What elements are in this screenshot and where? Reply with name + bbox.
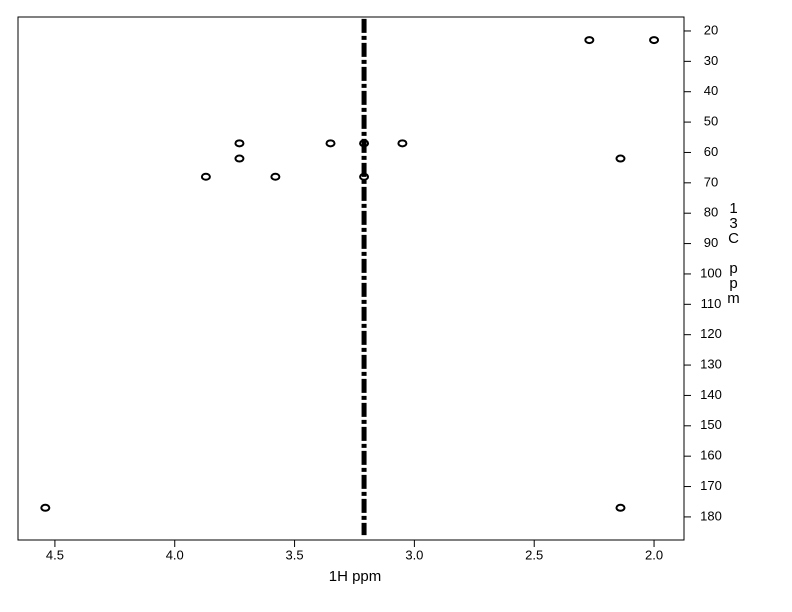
peak — [325, 139, 336, 148]
peak — [649, 36, 660, 45]
y-tick-label: 60 — [704, 144, 718, 159]
x-tick-label: 3.0 — [405, 547, 423, 562]
y-tick-label: 80 — [704, 205, 718, 220]
peak — [359, 139, 370, 148]
x-tick-label: 2.0 — [645, 547, 663, 562]
y-tick-label: 110 — [701, 296, 722, 311]
y-tick-label: 70 — [704, 174, 718, 189]
x-tick-label: 4.5 — [46, 547, 64, 562]
y-tick-label: 170 — [700, 478, 722, 493]
y-tick-label: 20 — [704, 22, 718, 37]
y-tick-label: 90 — [704, 235, 718, 250]
plot-frame — [17, 16, 685, 541]
y-tick-label: 40 — [704, 83, 718, 98]
peak — [200, 172, 211, 181]
peak — [359, 172, 370, 181]
y-tick-label: 120 — [700, 326, 722, 341]
peak — [234, 139, 245, 148]
y-tick-label: 140 — [700, 387, 722, 402]
peak — [615, 503, 626, 512]
y-tick-label: 180 — [700, 508, 722, 523]
y-tick-label: 100 — [700, 265, 722, 280]
x-tick-label: 4.0 — [166, 547, 184, 562]
y-tick-label: 160 — [700, 448, 722, 463]
y-axis-label: 13C ppm — [725, 200, 742, 305]
peak — [270, 172, 281, 181]
peak — [397, 139, 408, 148]
peak — [40, 503, 51, 512]
y-tick-label: 150 — [700, 417, 722, 432]
y-tick-label: 50 — [704, 114, 718, 129]
x-axis-label: 1H ppm — [329, 568, 382, 585]
peak — [584, 36, 595, 45]
x-tick-label: 2.5 — [525, 547, 543, 562]
y-tick-label: 130 — [700, 356, 722, 371]
peak — [234, 154, 245, 163]
x-tick-label: 3.5 — [286, 547, 304, 562]
y-tick-label: 30 — [704, 53, 718, 68]
peak — [615, 154, 626, 163]
